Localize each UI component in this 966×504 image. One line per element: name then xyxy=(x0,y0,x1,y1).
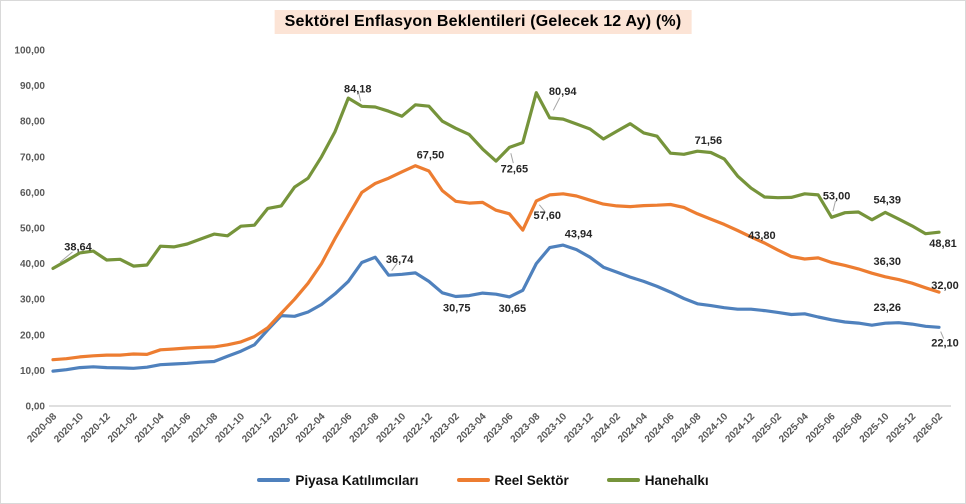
data-label: 36,30 xyxy=(874,256,902,268)
data-label: 71,56 xyxy=(695,135,723,147)
y-axis-tick-label: 70,00 xyxy=(20,152,45,163)
data-label: 53,00 xyxy=(823,190,851,202)
data-label: 32,00 xyxy=(931,280,959,292)
y-axis-tick-label: 20,00 xyxy=(20,330,45,341)
data-label: 22,10 xyxy=(931,337,959,349)
label-leader-line xyxy=(358,92,362,102)
y-axis-tick-label: 10,00 xyxy=(20,366,45,377)
data-label: 43,94 xyxy=(565,229,593,241)
y-axis-tick-label: 90,00 xyxy=(20,81,45,92)
legend-label-reel: Reel Sektör xyxy=(494,472,569,488)
y-axis-tick-label: 40,00 xyxy=(20,259,45,270)
legend-item-hane: Hanehalkı xyxy=(606,472,709,488)
data-label: 57,60 xyxy=(533,210,561,222)
label-leader-line xyxy=(391,262,398,272)
data-label: 30,75 xyxy=(443,303,471,315)
data-label: 48,81 xyxy=(929,238,957,250)
data-label: 38,64 xyxy=(64,241,92,253)
y-axis-tick-label: 80,00 xyxy=(20,117,45,128)
label-leader-line xyxy=(538,204,546,212)
legend-swatch-reel xyxy=(456,478,490,482)
y-axis-tick-label: 50,00 xyxy=(20,224,45,235)
legend-item-reel: Reel Sektör xyxy=(456,472,569,488)
y-axis-tick-label: 0,00 xyxy=(26,402,46,413)
data-label: 72,65 xyxy=(501,163,529,175)
y-axis-tick-label: 100,00 xyxy=(14,46,45,57)
data-label: 80,94 xyxy=(549,86,577,98)
data-label: 30,65 xyxy=(499,303,527,315)
label-leader-line xyxy=(510,153,514,164)
legend-label-hane: Hanehalkı xyxy=(644,472,709,488)
legend-swatch-piyasa xyxy=(257,478,291,482)
y-axis-tick-label: 60,00 xyxy=(20,188,45,199)
data-label: 36,74 xyxy=(386,254,414,266)
legend-item-piyasa: Piyasa Katılımcıları xyxy=(257,472,419,488)
series-line-reel xyxy=(51,164,941,362)
label-leader-line xyxy=(552,97,561,111)
label-leader-line xyxy=(59,251,73,263)
chart-title: Sektörel Enflasyon Beklentileri (Gelecek… xyxy=(274,10,692,34)
data-label: 84,18 xyxy=(344,83,372,95)
data-label: 54,39 xyxy=(874,194,902,206)
x-axis-tick-label: 2026-02 xyxy=(911,411,945,445)
label-leader-line xyxy=(832,200,836,212)
data-label: 43,80 xyxy=(748,230,776,242)
legend-swatch-hane xyxy=(606,478,640,482)
chart-legend: Piyasa Katılımcıları Reel Sektör Hanehalkı xyxy=(1,467,965,493)
legend-label-piyasa: Piyasa Katılımcıları xyxy=(295,472,419,488)
data-label: 67,50 xyxy=(417,150,445,162)
y-axis-tick-label: 30,00 xyxy=(20,295,45,306)
data-label: 23,26 xyxy=(874,302,902,314)
label-leader-line xyxy=(940,331,945,339)
series-line-piyasa xyxy=(51,243,941,373)
series-line-hane xyxy=(51,91,941,270)
